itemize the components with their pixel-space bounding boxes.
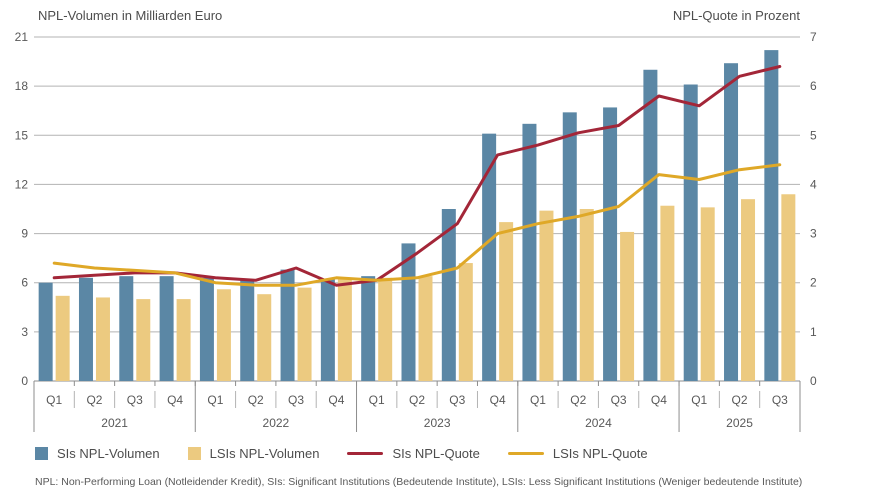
- quarter-label: Q3: [449, 393, 465, 407]
- left-axis-tick-label: 6: [21, 276, 28, 290]
- right-axis-tick-label: 0: [810, 374, 817, 388]
- quarter-label: Q3: [127, 393, 143, 407]
- sis-volume-bar: [683, 84, 698, 381]
- quarter-label: Q2: [732, 393, 748, 407]
- lsis-volume-bar: [660, 205, 675, 381]
- legend-item-sis-volumen: SIs NPL-Volumen: [35, 446, 160, 461]
- quarter-label: Q4: [328, 393, 344, 407]
- sis-volume-bar: [38, 282, 53, 381]
- sis-volume-bar: [764, 50, 779, 381]
- lsis-volume-bar: [620, 231, 635, 381]
- lsis-volume-bar: [741, 199, 756, 381]
- lsis-volume-bar: [378, 277, 393, 381]
- quarter-label: Q3: [611, 393, 627, 407]
- legend-label: SIs NPL-Quote: [392, 446, 480, 461]
- quarter-label: Q4: [490, 393, 506, 407]
- lsis-volume-bar: [95, 297, 110, 381]
- sis-volume-bar: [159, 276, 174, 381]
- quarter-label: Q3: [772, 393, 788, 407]
- left-axis-tick-label: 0: [21, 374, 28, 388]
- sis-volume-bar: [562, 112, 577, 381]
- sis-volume-bar: [603, 107, 618, 381]
- lsis-volume-bar: [257, 294, 272, 381]
- right-axis-tick-label: 6: [810, 79, 817, 93]
- sis-volume-bar: [724, 63, 739, 381]
- lsis-volume-bar: [297, 287, 312, 381]
- quarter-label: Q1: [207, 393, 223, 407]
- left-axis-tick-label: 9: [21, 227, 28, 241]
- left-axis-tick-label: 15: [15, 128, 29, 142]
- sis-quote-swatch-icon: [347, 452, 384, 455]
- quarter-label: Q1: [46, 393, 62, 407]
- sis-volume-bar: [199, 277, 214, 381]
- sis-volume-bar: [482, 133, 497, 381]
- sis-volumen-swatch-icon: [35, 447, 48, 460]
- quarter-label: Q2: [409, 393, 425, 407]
- sis-volume-bar: [522, 123, 537, 382]
- lsis-volume-bar: [700, 207, 715, 381]
- quarter-label: Q1: [530, 393, 546, 407]
- lsis-volumen-swatch-icon: [187, 447, 201, 460]
- right-axis-tick-label: 2: [810, 276, 817, 290]
- quarter-label: Q4: [651, 393, 667, 407]
- legend-label: SIs NPL-Volumen: [57, 446, 160, 461]
- quarter-label: Q1: [691, 393, 707, 407]
- lsis-quote-line: [52, 163, 782, 287]
- footnote: NPL: Non-Performing Loan (Notleidender K…: [35, 476, 803, 488]
- quarter-label: Q2: [570, 393, 586, 407]
- sis-volume-bar: [320, 279, 335, 381]
- lsis-volume-bar: [136, 299, 151, 381]
- right-axis-tick-label: 5: [810, 128, 817, 142]
- lsis-volume-bar: [337, 277, 352, 381]
- year-label: 2022: [263, 416, 290, 430]
- lsis-volume-bar: [781, 194, 796, 381]
- sis-volume-bar: [361, 276, 376, 381]
- year-label: 2024: [585, 416, 612, 430]
- x-axis: Q1 Q2 Q3 Q4 Q1 Q2 Q3 Q4 Q1 Q2 Q3 Q4 Q1 Q2 Q3 Q4 Q1 Q2 Q3 20…: [33, 381, 801, 432]
- year-label: 2025: [726, 416, 753, 430]
- quarter-label: Q2: [248, 393, 264, 407]
- left-axis-tick-label: 18: [15, 79, 29, 93]
- lsis-volume-bar: [418, 276, 433, 381]
- quarter-label: Q1: [369, 393, 385, 407]
- sis-volume-bar: [78, 277, 93, 381]
- lsis-volume-bar: [458, 263, 473, 381]
- right-axis-title: NPL-Quote in Prozent: [672, 8, 800, 23]
- right-axis-tick-label: 1: [810, 325, 817, 339]
- legend-item-lsis-quote: LSIs NPL-Quote: [507, 446, 648, 461]
- legend-item-sis-quote: SIs NPL-Quote: [347, 446, 480, 461]
- legend-label: LSIs NPL-Quote: [552, 446, 648, 461]
- sis-volume-bar: [643, 69, 658, 381]
- quarter-label: Q2: [86, 393, 102, 407]
- lsis-volume-bar: [579, 209, 594, 381]
- quarter-label: Q4: [167, 393, 183, 407]
- left-axis-tick-label: 12: [15, 177, 29, 191]
- sis-volume-bar: [240, 279, 255, 381]
- lsis-volume-bar: [499, 222, 514, 381]
- legend-label: LSIs NPL-Volumen: [209, 446, 320, 461]
- lsis-volume-bars: [55, 194, 796, 381]
- year-label: 2023: [424, 416, 451, 430]
- lsis-quote-swatch-icon: [507, 452, 544, 455]
- sis-volume-bar: [280, 269, 295, 381]
- sis-volume-bar: [441, 209, 456, 381]
- lsis-volume-bar: [176, 299, 191, 381]
- left-axis-title: NPL-Volumen in Milliarden Euro: [38, 8, 223, 23]
- legend: SIs NPL-Volumen LSIs NPL-Volumen SIs NPL…: [35, 446, 648, 461]
- year-label: 2021: [101, 416, 128, 430]
- quarter-label: Q3: [288, 393, 304, 407]
- right-axis-tick-label: 7: [810, 30, 817, 44]
- legend-item-lsis-volumen: LSIs NPL-Volumen: [187, 446, 320, 461]
- right-axis-tick-label: 4: [810, 177, 817, 191]
- sis-volume-bar: [119, 276, 134, 381]
- right-axis-tick-label: 3: [810, 227, 817, 241]
- left-axis-tick-label: 21: [15, 30, 29, 44]
- left-axis-tick-label: 3: [21, 325, 28, 339]
- sis-volume-bar: [401, 243, 416, 381]
- lsis-volume-bar: [55, 295, 70, 381]
- lsis-volume-bar: [216, 289, 231, 381]
- lsis-volume-bar: [539, 210, 554, 381]
